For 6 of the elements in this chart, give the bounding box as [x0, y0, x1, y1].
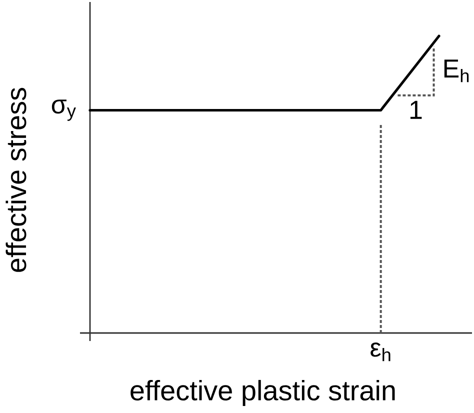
annotation: 1 [410, 100, 422, 119]
x-axis-title: effective plastic strain [130, 380, 395, 406]
text: ε$_{h}$ [370, 342, 390, 362]
annotation: E$_{h}$ [444, 60, 469, 82]
text: σ$_{y}$ [52, 100, 76, 121]
y-axis-title: effective stress [6, 88, 26, 272]
